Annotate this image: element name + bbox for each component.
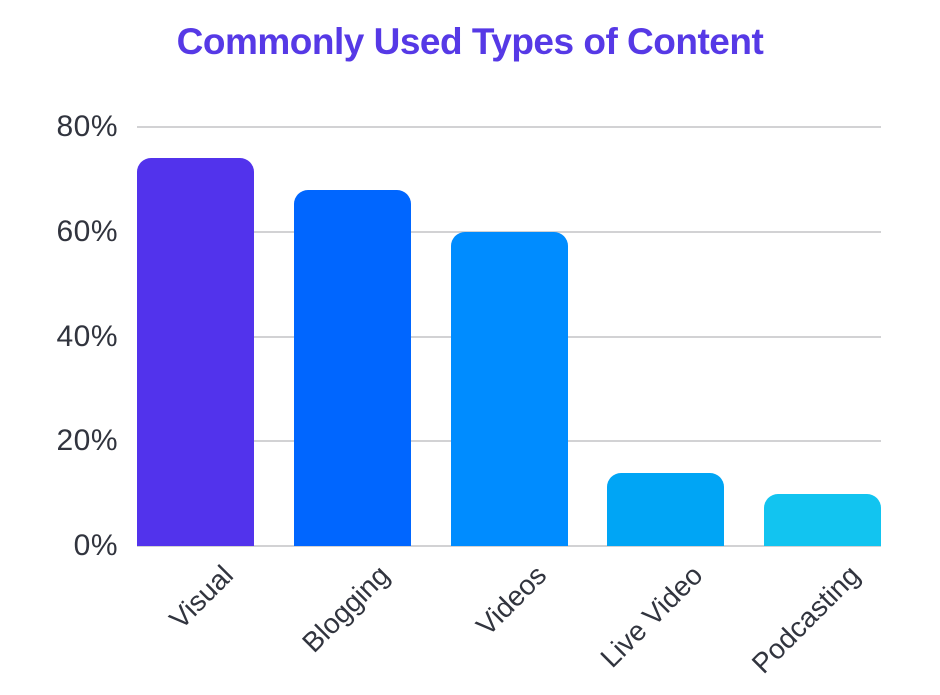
bar-live-video: [607, 472, 725, 546]
y-tick-label-40: 40%: [56, 319, 118, 353]
chart-title: Commonly Used Types of Content: [176, 21, 764, 62]
x-axis-label-blogging: Blogging: [296, 559, 396, 659]
bar-podcasting: [764, 493, 881, 546]
bar-videos: [450, 231, 568, 546]
bar-visual: [137, 158, 254, 546]
y-tick-label-0: 0%: [73, 529, 118, 562]
x-axis-label-videos: Videos: [470, 559, 553, 642]
bar-blogging: [293, 189, 411, 546]
x-axis-label-live-video: Live Video: [594, 559, 709, 674]
y-tick-label-60: 60%: [56, 214, 118, 248]
y-tick-label-80: 80%: [56, 110, 118, 143]
gridline-80: [137, 126, 881, 128]
y-tick-label-20: 20%: [56, 424, 118, 458]
gridline-0: [137, 545, 881, 547]
x-axis-label-visual: Visual: [163, 559, 239, 635]
x-axis-label-podcasting: Podcasting: [745, 559, 866, 680]
